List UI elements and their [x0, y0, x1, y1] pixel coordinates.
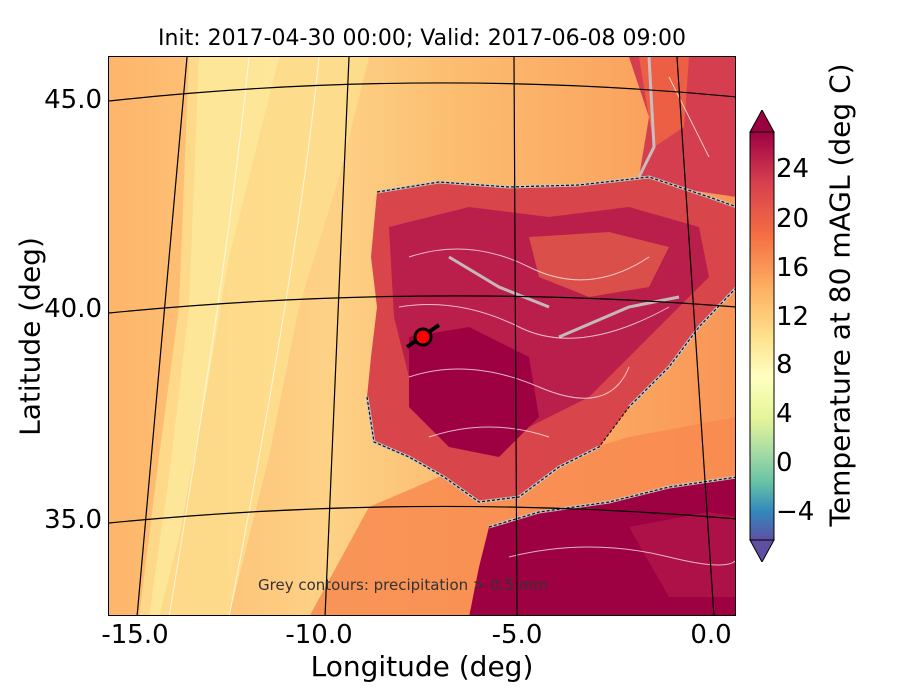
colorbar-tick-label: 24: [776, 154, 810, 184]
y-axis-label: Latitude (deg): [13, 237, 47, 436]
colorbar-tick-label: 12: [776, 302, 810, 332]
y-tick-label: 40.0: [44, 294, 102, 324]
y-tick-label: 35.0: [44, 505, 102, 535]
colorbar-tick-label: 16: [776, 253, 810, 283]
map-canvas: [109, 57, 735, 615]
iberia-south-hot: [409, 327, 539, 457]
temp-contours: [168, 57, 735, 615]
map-panel[interactable]: [108, 56, 736, 616]
precip-annotation: Grey contours: precipitation > 0.5 mm: [258, 576, 549, 594]
colorbar-tick-label: 0: [776, 448, 793, 478]
iberia-central-mild: [529, 232, 669, 297]
chart-title: Init: 2017-04-30 00:00; Valid: 2017-06-0…: [158, 26, 686, 51]
colorbar-body: [749, 131, 775, 541]
colorbar-tick-label: 20: [776, 204, 810, 234]
x-axis-label: Longitude (deg): [310, 650, 534, 683]
site-marker: [413, 327, 433, 347]
x-tick-label: -10.0: [285, 620, 353, 650]
colorbar-tick-label: 4: [776, 399, 793, 429]
colorbar-tick-label: −4: [776, 497, 815, 527]
x-tick-label: -5.0: [491, 620, 543, 650]
colorbar: [749, 110, 775, 562]
colorbar-extend-min: [749, 539, 775, 562]
colorbar-label: Temperature at 80 mAGL (deg C): [823, 63, 857, 527]
y-tick-label: 45.0: [44, 85, 102, 115]
x-tick-label: 0.0: [690, 620, 732, 650]
colorbar-tick-label: 8: [776, 350, 793, 380]
x-tick-label: -15.0: [101, 620, 169, 650]
coolest-ocean-band: [149, 57, 279, 615]
graticule: [109, 57, 735, 615]
colorbar-extend-max: [749, 110, 775, 133]
coastline: [366, 176, 735, 528]
